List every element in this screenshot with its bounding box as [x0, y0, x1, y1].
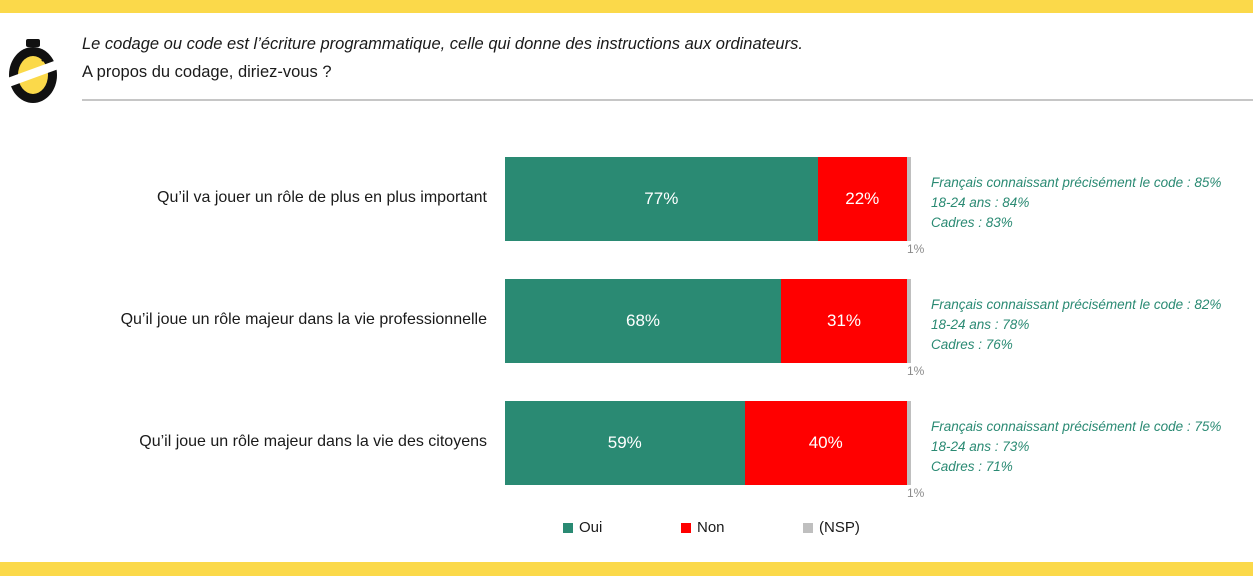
question-text: Le codage ou code est l’écriture program… [82, 35, 803, 53]
data-label-non: 40% [808, 433, 843, 452]
annotation-line: Français connaissant précisément le code… [931, 297, 1222, 312]
annotation-line: 18-24 ans : 78% [931, 317, 1030, 332]
annotation-line: Cadres : 83% [931, 215, 1013, 230]
category-label: Qu’il joue un rôle majeur dans la vie pr… [120, 311, 487, 328]
bar-segment-oui: 77% [505, 157, 818, 241]
stacked-bar: 59% 40% [505, 401, 911, 485]
annotation-line: Français connaissant précisément le code… [931, 419, 1222, 434]
data-label-nsp: 1% [907, 364, 925, 378]
stacked-bar: 77% 22% [505, 157, 911, 241]
data-label-nsp: 1% [907, 486, 925, 500]
stacked-bar: 68% 31% [505, 279, 911, 363]
legend-label-non: Non [697, 519, 725, 536]
top-band [0, 0, 1253, 13]
chart-legend: Oui Non (NSP) [0, 519, 1253, 539]
bar-segment-nsp [906, 401, 911, 485]
legend-item-nsp: (NSP) [803, 519, 860, 536]
annotation-line: 18-24 ans : 73% [931, 439, 1030, 454]
subgroup-annotation: Français connaissant précisément le code… [931, 173, 1221, 233]
legend-swatch-non [681, 522, 691, 533]
bottom-band [0, 562, 1253, 576]
subgroup-annotation: Français connaissant précisément le code… [931, 295, 1221, 355]
annotation-line: 18-24 ans : 84% [931, 195, 1030, 210]
bar-segment-non: 31% [781, 279, 907, 363]
logo-icon [6, 39, 62, 103]
legend-label-oui: Oui [579, 519, 603, 536]
bar-segment-oui: 59% [505, 401, 745, 485]
subgroup-annotation: Français connaissant précisément le code… [931, 417, 1221, 477]
legend-label-nsp: (NSP) [819, 519, 860, 536]
header-divider [82, 99, 1253, 101]
category-label: Qu’il va jouer un rôle de plus en plus i… [157, 189, 487, 206]
legend-item-oui: Oui [563, 519, 602, 536]
data-label-oui: 59% [607, 433, 642, 452]
legend-item-non: Non [681, 519, 725, 536]
data-label-non: 31% [826, 311, 862, 330]
data-label-nsp: 1% [907, 242, 925, 256]
question-subtext: A propos du codage, diriez-vous ? [82, 63, 332, 81]
legend-swatch-oui [563, 522, 573, 533]
bar-segment-nsp [906, 279, 911, 363]
bar-segment-non: 40% [744, 401, 907, 485]
annotation-line: Français connaissant précisément le code… [931, 175, 1222, 190]
data-label-oui: 68% [626, 311, 661, 330]
annotation-line: Cadres : 76% [931, 337, 1013, 352]
bar-segment-nsp [906, 157, 911, 241]
data-label-oui: 77% [644, 189, 679, 208]
data-label-non: 22% [845, 189, 880, 208]
annotation-line: Cadres : 71% [931, 459, 1013, 474]
bar-segment-oui: 68% [505, 279, 782, 363]
legend-swatch-nsp [803, 522, 813, 533]
category-label: Qu’il joue un rôle majeur dans la vie de… [139, 433, 487, 450]
bar-segment-non: 22% [817, 157, 907, 241]
